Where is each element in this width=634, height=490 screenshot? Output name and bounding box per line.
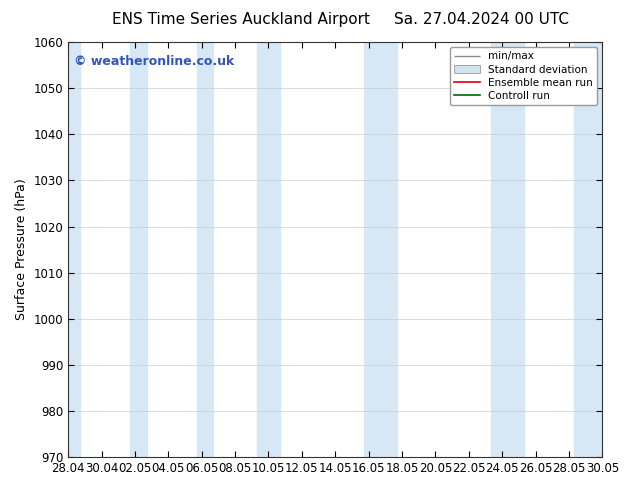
Text: © weatheronline.co.uk: © weatheronline.co.uk: [74, 54, 234, 68]
Text: Sa. 27.04.2024 00 UTC: Sa. 27.04.2024 00 UTC: [394, 12, 569, 27]
Bar: [507, 42, 524, 457]
Bar: [364, 42, 380, 457]
Text: ENS Time Series Auckland Airport: ENS Time Series Auckland Airport: [112, 12, 370, 27]
Bar: [380, 42, 397, 457]
Bar: [68, 42, 80, 457]
Bar: [264, 42, 280, 457]
Bar: [130, 42, 146, 457]
Legend: min/max, Standard deviation, Ensemble mean run, Controll run: min/max, Standard deviation, Ensemble me…: [450, 47, 597, 105]
Bar: [491, 42, 507, 457]
Y-axis label: Surface Pressure (hPa): Surface Pressure (hPa): [15, 179, 28, 320]
Bar: [257, 42, 273, 457]
Bar: [197, 42, 214, 457]
Bar: [574, 42, 602, 457]
